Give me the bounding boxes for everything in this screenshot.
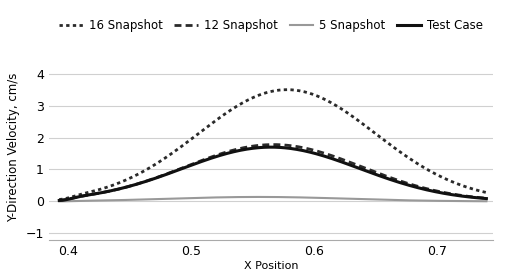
- Y-axis label: Y-Direction Velocity, cm/s: Y-Direction Velocity, cm/s: [7, 73, 20, 222]
- Legend: 16 Snapshot, 12 Snapshot, 5 Snapshot, Test Case: 16 Snapshot, 12 Snapshot, 5 Snapshot, Te…: [55, 14, 488, 37]
- X-axis label: X Position: X Position: [244, 261, 298, 271]
